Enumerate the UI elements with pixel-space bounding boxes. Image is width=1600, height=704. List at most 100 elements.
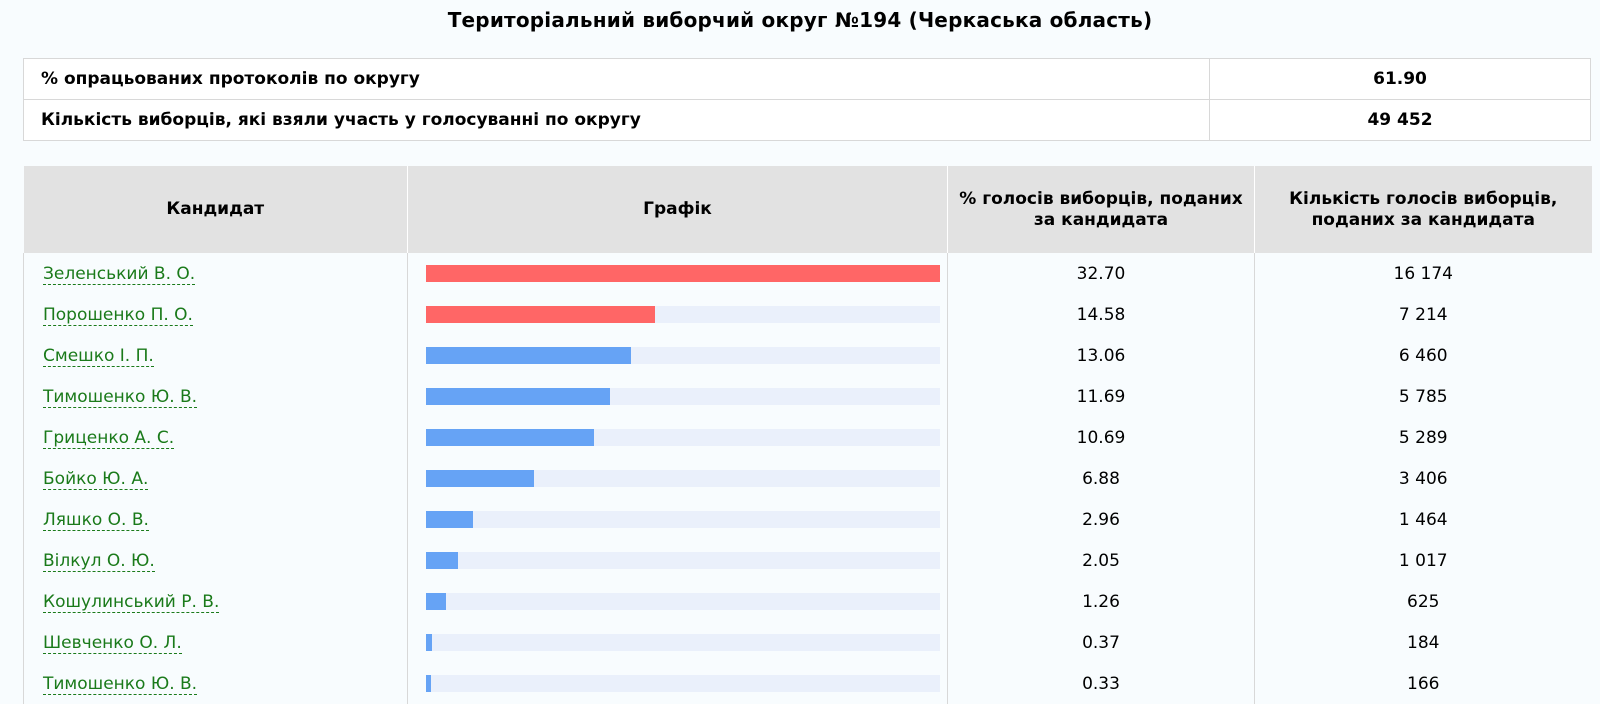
bar-fill [426, 265, 940, 282]
percent-cell: 0.33 [947, 663, 1255, 704]
votes-cell: 16 174 [1254, 253, 1592, 294]
candidate-link[interactable]: Зеленський В. О. [43, 263, 196, 285]
votes-cell: 1 464 [1254, 499, 1592, 540]
candidate-link[interactable]: Бойко Ю. А. [43, 468, 149, 490]
table-row: Порошенко П. О. 14.58 7 214 [23, 294, 1592, 335]
bar-fill [426, 470, 535, 487]
chart-cell [407, 663, 948, 704]
bar-fill [426, 306, 656, 323]
candidate-link[interactable]: Шевченко О. Л. [43, 632, 182, 654]
chart-cell [407, 376, 948, 417]
chart-cell [407, 622, 948, 663]
bar-fill [426, 593, 446, 610]
percent-cell: 6.88 [947, 458, 1255, 499]
candidate-cell: Шевченко О. Л. [23, 622, 408, 663]
percent-cell: 13.06 [947, 335, 1255, 376]
chart-cell [407, 499, 948, 540]
candidate-link[interactable]: Порошенко П. О. [43, 304, 193, 326]
bar-track [426, 347, 940, 364]
candidate-cell: Вілкул О. Ю. [23, 540, 408, 581]
votes-cell: 166 [1254, 663, 1592, 704]
bar-fill [426, 552, 459, 569]
candidate-cell: Гриценко А. С. [23, 417, 408, 458]
votes-cell: 1 017 [1254, 540, 1592, 581]
bar-track [426, 429, 940, 446]
candidate-link[interactable]: Тимошенко Ю. В. [43, 673, 198, 695]
percent-cell: 11.69 [947, 376, 1255, 417]
table-row: Кошулинський Р. В. 1.26 625 [23, 581, 1592, 622]
percent-cell: 32.70 [947, 253, 1255, 294]
percent-cell: 10.69 [947, 417, 1255, 458]
table-row: Тимошенко Ю. В. 11.69 5 785 [23, 376, 1592, 417]
candidate-cell: Ляшко О. В. [23, 499, 408, 540]
bar-track [426, 675, 940, 692]
votes-cell: 5 289 [1254, 417, 1592, 458]
candidate-link[interactable]: Гриценко А. С. [43, 427, 175, 449]
percent-cell: 1.26 [947, 581, 1255, 622]
candidate-link[interactable]: Вілкул О. Ю. [43, 550, 155, 572]
votes-cell: 184 [1254, 622, 1592, 663]
percent-cell: 0.37 [947, 622, 1255, 663]
summary-value: 61.90 [1209, 58, 1591, 100]
chart-cell [407, 335, 948, 376]
candidate-link[interactable]: Смешко І. П. [43, 345, 154, 367]
page-title: Територіальний виборчий округ №194 (Черк… [447, 8, 1153, 32]
bar-fill [426, 634, 432, 651]
bar-fill [426, 347, 632, 364]
candidate-cell: Смешко І. П. [23, 335, 408, 376]
header-candidate: Кандидат [23, 166, 408, 253]
bar-track [426, 265, 940, 282]
header-percent: % голосів виборців, поданих за кандидата [947, 166, 1255, 253]
table-row: Шевченко О. Л. 0.37 184 [23, 622, 1592, 663]
candidate-link[interactable]: Тимошенко Ю. В. [43, 386, 198, 408]
candidate-cell: Тимошенко Ю. В. [23, 376, 408, 417]
table-row: Тимошенко Ю. В. 0.33 166 [23, 663, 1592, 704]
votes-cell: 6 460 [1254, 335, 1592, 376]
results-body: Зеленський В. О. 32.70 16 174 Порошенко П. … [23, 253, 1592, 704]
bar-fill [426, 675, 432, 692]
bar-track [426, 306, 940, 323]
bar-fill [426, 511, 473, 528]
results-header-row: Кандидат Графік % голосів виборців, пода… [23, 166, 1592, 253]
summary-label: % опрацьованих протоколів по округу [23, 58, 1210, 100]
bar-fill [426, 388, 610, 405]
chart-cell [407, 417, 948, 458]
table-row: Смешко І. П. 13.06 6 460 [23, 335, 1592, 376]
bar-track [426, 511, 940, 528]
results-table: Кандидат Графік % голосів виборців, пода… [23, 166, 1592, 704]
summary-row-turnout: Кількість виборців, які взяли участь у г… [23, 99, 1591, 141]
chart-cell [407, 458, 948, 499]
table-row: Бойко Ю. А. 6.88 3 406 [23, 458, 1592, 499]
candidate-cell: Порошенко П. О. [23, 294, 408, 335]
chart-cell [407, 581, 948, 622]
chart-cell [407, 253, 948, 294]
votes-cell: 625 [1254, 581, 1592, 622]
table-row: Зеленський В. О. 32.70 16 174 [23, 253, 1592, 294]
votes-cell: 3 406 [1254, 458, 1592, 499]
table-row: Гриценко А. С. 10.69 5 289 [23, 417, 1592, 458]
bar-track [426, 634, 940, 651]
candidate-cell: Тимошенко Ю. В. [23, 663, 408, 704]
percent-cell: 14.58 [947, 294, 1255, 335]
header-votes: Кількість голосів виборців, поданих за к… [1254, 166, 1592, 253]
votes-cell: 7 214 [1254, 294, 1592, 335]
bar-fill [426, 429, 595, 446]
candidate-link[interactable]: Ляшко О. В. [43, 509, 149, 531]
header-chart: Графік [407, 166, 948, 253]
percent-cell: 2.96 [947, 499, 1255, 540]
candidate-cell: Бойко Ю. А. [23, 458, 408, 499]
summary-value: 49 452 [1209, 99, 1591, 141]
summary-label: Кількість виборців, які взяли участь у г… [23, 99, 1210, 141]
district-summary: % опрацьованих протоколів по округу 61.9… [23, 58, 1591, 141]
percent-cell: 2.05 [947, 540, 1255, 581]
chart-cell [407, 540, 948, 581]
candidate-cell: Зеленський В. О. [23, 253, 408, 294]
chart-cell [407, 294, 948, 335]
bar-track [426, 593, 940, 610]
summary-row-protocols: % опрацьованих протоколів по округу 61.9… [23, 58, 1591, 100]
bar-track [426, 552, 940, 569]
table-row: Вілкул О. Ю. 2.05 1 017 [23, 540, 1592, 581]
votes-cell: 5 785 [1254, 376, 1592, 417]
candidate-link[interactable]: Кошулинський Р. В. [43, 591, 220, 613]
bar-track [426, 388, 940, 405]
